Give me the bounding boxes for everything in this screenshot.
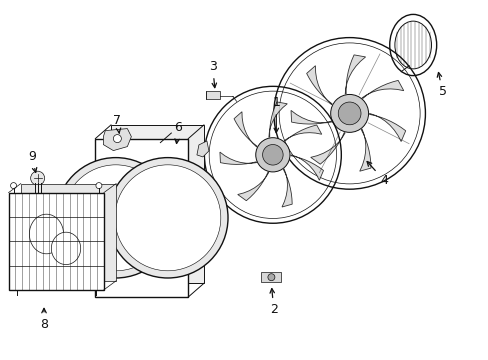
Polygon shape [20,184,116,281]
Polygon shape [234,112,257,147]
Polygon shape [220,152,256,165]
Text: 7: 7 [113,114,121,133]
Polygon shape [310,132,345,164]
Text: 5: 5 [436,72,446,98]
Circle shape [107,158,227,278]
Circle shape [31,171,44,185]
Circle shape [62,165,168,271]
Text: 9: 9 [28,150,37,172]
Text: 1: 1 [272,96,280,132]
Circle shape [255,138,289,172]
Polygon shape [284,125,321,141]
Polygon shape [290,111,331,124]
Text: 3: 3 [208,60,216,87]
Circle shape [96,183,102,189]
Ellipse shape [51,232,81,265]
Polygon shape [369,113,405,141]
Polygon shape [268,102,287,137]
Circle shape [330,94,368,132]
Circle shape [56,158,176,278]
Polygon shape [8,193,104,290]
Circle shape [338,102,360,125]
Circle shape [115,165,221,271]
Circle shape [113,135,121,143]
Text: 6: 6 [174,121,182,143]
Polygon shape [197,141,208,157]
Text: 8: 8 [40,309,48,330]
Polygon shape [111,125,203,283]
Polygon shape [103,129,131,150]
Polygon shape [345,55,365,94]
Circle shape [267,274,274,281]
Polygon shape [359,129,370,171]
Circle shape [11,183,17,189]
Polygon shape [306,66,331,105]
Bar [205,91,219,99]
Polygon shape [282,169,292,207]
Text: 2: 2 [269,289,277,316]
Bar [261,272,281,282]
Polygon shape [237,172,268,201]
Ellipse shape [29,214,63,254]
Text: 4: 4 [366,162,387,186]
Polygon shape [95,139,188,297]
Polygon shape [361,80,403,99]
Polygon shape [290,155,323,180]
Circle shape [262,144,283,165]
